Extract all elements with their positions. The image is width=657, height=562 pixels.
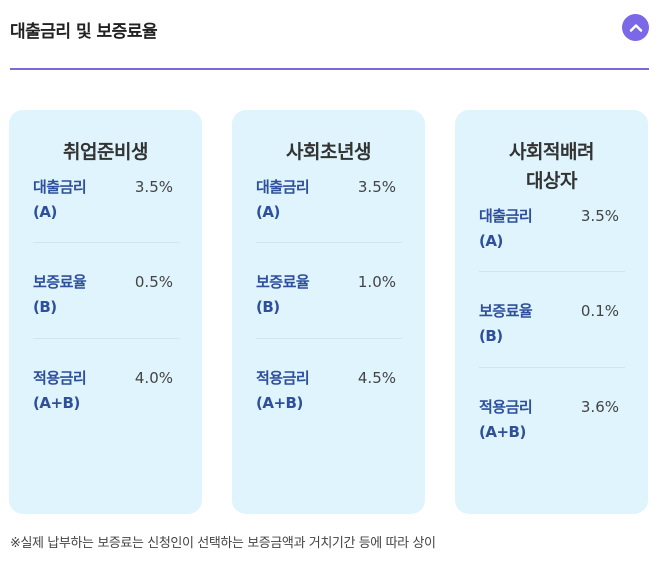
rate-row-guarantee: 보증료율 (B) 1.0% [256,242,402,338]
collapse-toggle-button[interactable] [622,14,649,41]
row-label: 적용금리 (A+B) [33,369,87,412]
rate-row-loan: 대출금리 (A) 3.5% [256,175,402,271]
card-title: 사회초년생 [286,141,371,163]
rate-cards: 취업준비생 대출금리 (A) 3.5% 보증료율 (B) 0.5% 적용금리 (A+B… [9,110,649,514]
row-divider [33,338,179,339]
chevron-up-icon [629,23,642,32]
row-value: 4.0% [134,369,173,387]
rate-row-guarantee: 보증료율 (B) 0.1% [479,271,625,367]
row-value: 0.1% [580,302,619,320]
rate-row-applied: 적용금리 (A+B) 3.6% [479,367,625,463]
row-divider [256,338,402,339]
row-value: 0.5% [134,273,173,291]
row-divider [33,242,179,243]
section-title: 대출금리 및 보증료율 [10,22,158,42]
rate-row-applied: 적용금리 (A+B) 4.5% [256,338,402,434]
rate-row-guarantee: 보증료율 (B) 0.5% [33,242,179,338]
rate-card-new-worker: 사회초년생 대출금리 (A) 3.5% 보증료율 (B) 1.0% 적용금리 (A+B… [232,110,425,514]
row-divider [479,271,625,272]
rate-row-loan: 대출금리 (A) 3.5% [33,175,179,271]
rate-card-job-seeker: 취업준비생 대출금리 (A) 3.5% 보증료율 (B) 0.5% 적용금리 (A+B… [9,110,202,514]
rate-card-social-consideration: 사회적배려 대상자 대출금리 (A) 3.5% 보증료율 (B) 0.1% 적용금리(… [455,110,648,514]
section-header: 대출금리 및 보증료율 [10,0,649,70]
row-label: 적용금리 (A+B) [256,369,310,412]
row-label: 보증료율 (B) [256,273,310,316]
row-value: 3.5% [357,178,396,196]
row-divider [256,242,402,243]
row-label: 대출금리 (A) [479,207,533,250]
row-divider [479,367,625,368]
row-label: 대출금리 (A) [256,178,310,221]
row-label: 보증료율 (B) [33,273,87,316]
row-value: 1.0% [357,273,396,291]
row-value: 3.5% [580,207,619,225]
footnote: ※실제 납부하는 보증료는 신청인이 선택하는 보증금액과 거치기간 등에 따라… [10,536,436,551]
card-title: 취업준비생 [63,141,148,163]
row-label: 보증료율 (B) [479,302,533,345]
rate-row-applied: 적용금리 (A+B) 4.0% [33,338,179,434]
row-label: 적용금리 (A+B) [479,398,533,441]
rate-row-loan: 대출금리 (A) 3.5% [479,204,625,300]
row-value: 4.5% [357,369,396,387]
row-value: 3.5% [134,178,173,196]
row-label: 대출금리 (A) [33,178,87,221]
row-value: 3.6% [580,398,619,416]
card-title: 사회적배려 대상자 [509,141,594,192]
